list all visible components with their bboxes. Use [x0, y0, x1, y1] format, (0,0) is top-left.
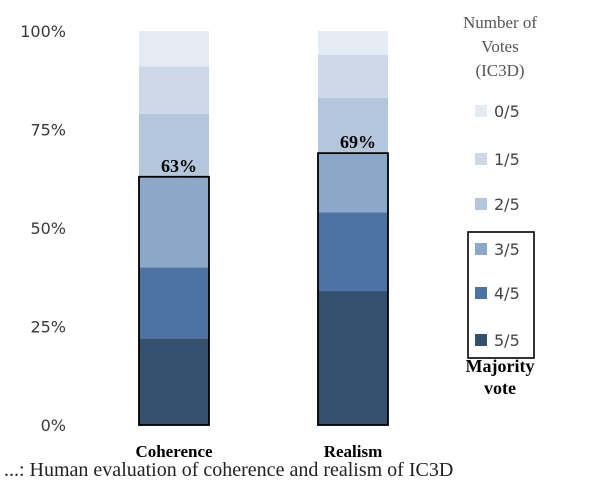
legend-title-line-3: (IC3D) — [475, 61, 524, 80]
bar-segment — [139, 338, 209, 425]
legend-swatch — [475, 198, 487, 210]
majority-legend-box — [467, 231, 535, 359]
legend-label: 5/5 — [494, 331, 520, 350]
y-tick-label: 0% — [41, 416, 66, 435]
legend-swatch — [475, 334, 487, 346]
bar-segment — [139, 66, 209, 114]
legend: Number of Votes (IC3D) 0/5 1/5 2/5 3/5 4/5 5/… — [463, 13, 537, 398]
bar-segment — [139, 267, 209, 339]
legend-swatch — [475, 243, 487, 255]
legend-swatch — [475, 153, 487, 165]
figure-caption: ...: Human evaluation of coherence and r… — [4, 459, 453, 481]
legend-label: 4/5 — [494, 284, 520, 303]
majority-outline — [317, 152, 389, 426]
majority-outlines: 63% 69% — [138, 132, 389, 426]
majority-label-line-2: vote — [484, 378, 516, 398]
legend-label: 3/5 — [494, 240, 520, 259]
majority-percent-label: 63% — [161, 156, 197, 176]
y-tick-label: 100% — [20, 22, 66, 41]
bar-segment — [318, 212, 388, 292]
bar-segment — [318, 31, 388, 55]
legend-label: 1/5 — [494, 150, 520, 169]
category-label: Realism — [324, 442, 383, 461]
legend-items: 0/5 1/5 2/5 3/5 4/5 5/5 — [475, 102, 520, 350]
category-label: Coherence — [135, 442, 213, 461]
bars — [139, 31, 388, 425]
bar-segment — [318, 54, 388, 98]
y-tick-label: 50% — [30, 219, 66, 238]
y-axis-ticks: 0% 25% 50% 75% 100% — [20, 22, 66, 435]
category-labels: Coherence Realism — [135, 442, 382, 461]
bar-segment — [139, 113, 209, 177]
bar-segment — [139, 176, 209, 268]
legend-swatch — [475, 287, 487, 299]
bar-segment — [318, 153, 388, 213]
majority-outline — [138, 175, 210, 426]
legend-swatch — [475, 105, 487, 117]
bar-segment — [318, 291, 388, 425]
y-tick-label: 25% — [30, 318, 66, 337]
majority-label-line-1: Majority — [466, 356, 535, 376]
bar-segment — [318, 97, 388, 154]
y-tick-label: 75% — [30, 121, 66, 140]
legend-label: 2/5 — [494, 195, 520, 214]
legend-title-line-2: Votes — [481, 37, 518, 56]
majority-percent-label: 69% — [340, 132, 376, 152]
legend-label: 0/5 — [494, 102, 520, 121]
bar-segment — [139, 31, 209, 67]
legend-title-line-1: Number of — [463, 13, 537, 32]
